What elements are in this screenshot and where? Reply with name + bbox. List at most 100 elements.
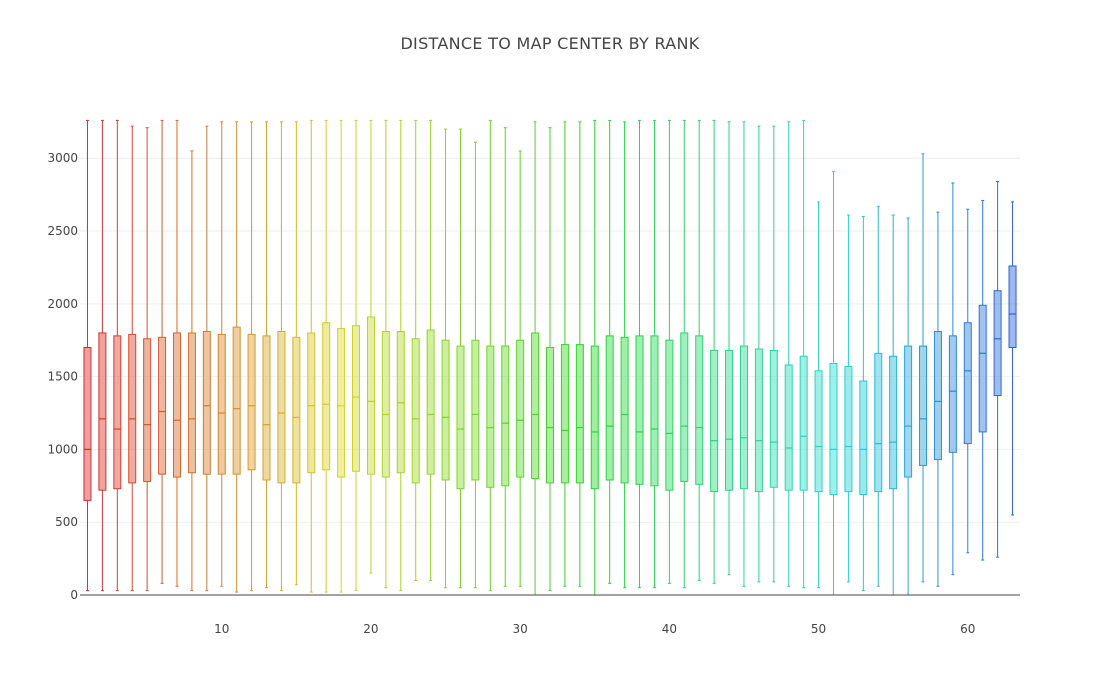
box-rank-32: [546, 127, 554, 592]
box-iqr: [725, 349, 734, 491]
box-iqr: [635, 335, 644, 485]
x-tick-label: 40: [662, 622, 677, 636]
box-iqr: [98, 332, 107, 491]
box-rank-61: [978, 199, 987, 561]
box-iqr: [113, 335, 122, 490]
box-iqr: [158, 336, 167, 475]
box-rank-46: [754, 125, 763, 583]
box-rank-11: [232, 121, 241, 593]
box-rank-59: [948, 182, 957, 576]
box-rank-34: [575, 121, 584, 587]
y-tick-label: 2500: [47, 224, 78, 238]
box-iqr: [307, 332, 316, 474]
box-rank-33: [560, 121, 569, 587]
box-rank-38: [635, 119, 644, 589]
box-rank-8: [187, 150, 196, 592]
x-tick-label: 20: [363, 622, 378, 636]
box-iqr: [620, 336, 629, 484]
box-rank-6: [158, 119, 167, 584]
box-rank-22: [396, 119, 405, 592]
y-tick-label: 500: [55, 515, 78, 529]
box-iqr: [889, 355, 898, 490]
box-rank-2: [98, 119, 107, 592]
box-rank-4: [128, 125, 137, 592]
box-rank-3: [113, 119, 122, 592]
box-iqr: [769, 349, 778, 488]
box-iqr: [859, 380, 868, 496]
box-rank-23: [411, 119, 420, 581]
box-rank-26: [456, 128, 465, 589]
box-rank-45: [739, 121, 748, 587]
box-iqr: [381, 330, 390, 478]
box-rank-36: [605, 119, 614, 584]
box-iqr: [904, 345, 913, 478]
box-rank-9: [202, 125, 211, 592]
box-rank-5: [143, 127, 152, 592]
box-rank-60: [963, 208, 972, 554]
box-iqr: [232, 326, 241, 475]
y-tick-label: 1000: [47, 442, 78, 456]
box-iqr: [262, 335, 271, 481]
box-iqr: [814, 370, 823, 493]
box-rank-63: [1008, 201, 1017, 516]
box-iqr: [501, 345, 510, 487]
box-rank-14: [277, 121, 286, 592]
box-iqr: [128, 333, 137, 484]
box-iqr: [277, 330, 286, 484]
box-iqr: [919, 345, 928, 466]
box-rank-7: [172, 119, 181, 587]
box-rank-29: [501, 127, 510, 587]
box-rank-40: [665, 119, 674, 584]
box-iqr: [874, 352, 883, 493]
y-tick-label: 3000: [47, 151, 78, 165]
box-rank-56: [904, 217, 913, 596]
box-iqr: [531, 332, 540, 480]
box-iqr: [993, 290, 1002, 397]
y-tick-label: 1500: [47, 370, 78, 384]
box-iqr: [546, 347, 554, 484]
box-rank-17: [322, 119, 331, 593]
box-rank-16: [307, 119, 316, 593]
box-series: [83, 119, 1017, 596]
box-iqr: [352, 325, 361, 472]
y-tick-label: 0: [70, 588, 78, 602]
box-rank-27: [471, 141, 480, 589]
box-iqr: [844, 365, 853, 493]
box-iqr: [471, 339, 480, 481]
box-iqr: [665, 339, 674, 491]
box-rank-20: [366, 119, 375, 574]
box-iqr: [650, 335, 659, 487]
box-rank-55: [889, 214, 898, 596]
box-rank-35: [590, 119, 599, 596]
x-tick-label: 10: [214, 622, 229, 636]
box-iqr: [456, 345, 465, 490]
box-iqr: [710, 349, 719, 493]
box-iqr: [680, 332, 689, 482]
box-iqr: [933, 330, 942, 461]
x-tick-label: 60: [960, 622, 975, 636]
box-iqr: [516, 339, 525, 478]
box-iqr: [948, 335, 957, 453]
box-iqr: [605, 335, 614, 481]
box-iqr: [322, 322, 331, 471]
box-rank-44: [725, 121, 734, 576]
box-iqr: [784, 364, 793, 491]
box-iqr: [247, 333, 256, 471]
box-rank-25: [441, 128, 450, 589]
box-rank-10: [217, 121, 226, 587]
box-iqr: [829, 363, 838, 496]
box-iqr: [426, 329, 435, 475]
box-iqr: [202, 330, 211, 475]
box-iqr: [978, 304, 987, 433]
box-rank-54: [874, 205, 883, 587]
box-rank-1: [83, 119, 92, 592]
box-rank-15: [292, 121, 301, 586]
box-rank-18: [337, 119, 346, 593]
box-rank-62: [993, 181, 1002, 558]
box-rank-39: [650, 119, 659, 589]
box-rank-12: [247, 121, 256, 592]
box-rank-42: [695, 119, 704, 581]
box-rank-58: [933, 211, 942, 587]
box-iqr: [486, 345, 495, 488]
